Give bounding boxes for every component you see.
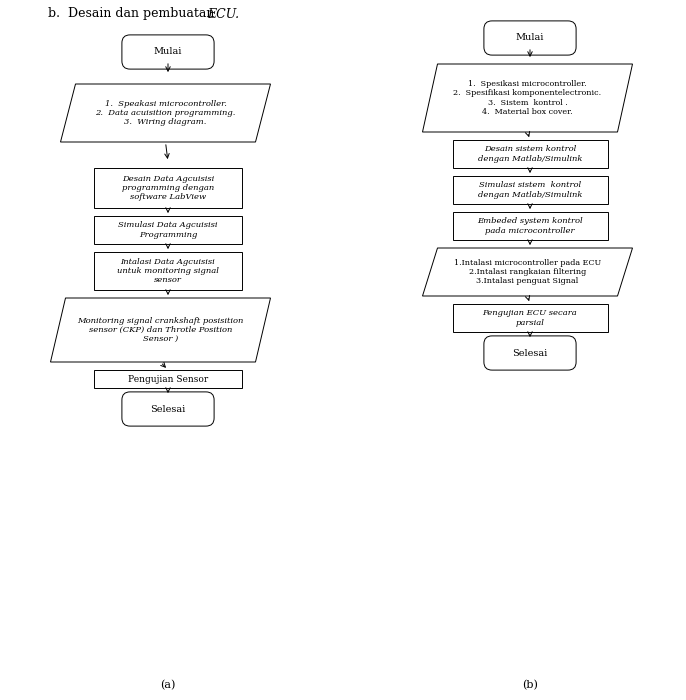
Bar: [453, 140, 608, 168]
Bar: [453, 212, 608, 240]
Text: Monitoring signal crankshaft posisition
sensor (CKP) dan Throtle Position
Sensor: Monitoring signal crankshaft posisition …: [78, 317, 244, 343]
Bar: [94, 216, 242, 244]
Polygon shape: [51, 298, 270, 362]
Text: Mulai: Mulai: [516, 34, 544, 43]
FancyBboxPatch shape: [484, 21, 576, 55]
Text: Simulasi sistem  kontrol
dengan Matlab/Simulink: Simulasi sistem kontrol dengan Matlab/Si…: [477, 181, 582, 199]
FancyBboxPatch shape: [122, 392, 214, 426]
Text: Selesai: Selesai: [150, 405, 186, 414]
Text: ECU.: ECU.: [207, 8, 239, 20]
Text: 1.Intalasi microcontroller pada ECU
2.Intalasi rangkaian filtering
3.Intalasi pe: 1.Intalasi microcontroller pada ECU 2.In…: [454, 259, 601, 285]
Polygon shape: [423, 64, 632, 132]
Text: Selesai: Selesai: [512, 349, 547, 358]
Text: Mulai: Mulai: [154, 48, 182, 57]
Bar: [453, 304, 608, 332]
FancyBboxPatch shape: [484, 336, 576, 370]
Text: Intalasi Data Agcuisisi
untuk monitoring signal
sensor: Intalasi Data Agcuisisi untuk monitoring…: [117, 258, 219, 284]
Text: (a): (a): [161, 680, 176, 690]
Text: Embeded system kontrol
pada microcontroller: Embeded system kontrol pada microcontrol…: [477, 218, 583, 234]
Text: (b): (b): [522, 680, 538, 690]
Text: Pengujian Sensor: Pengujian Sensor: [128, 374, 208, 384]
Text: 1.  Speakasi microcontroller.
2.  Data acuisition programming.
3.  Wiring diagra: 1. Speakasi microcontroller. 2. Data acu…: [95, 100, 236, 126]
Text: 1.  Spesikasi microcontroller.
2.  Spesifikasi komponentelectronic.
3.  Sistem  : 1. Spesikasi microcontroller. 2. Spesifi…: [453, 80, 602, 116]
Bar: [94, 252, 242, 290]
Polygon shape: [423, 248, 632, 296]
Bar: [94, 370, 242, 388]
Text: Desain sistem kontrol
dengan Matlab/Simulink: Desain sistem kontrol dengan Matlab/Simu…: [477, 146, 582, 162]
Bar: [453, 176, 608, 204]
Text: Desain Data Agcuisisi
programming dengan
software LabView: Desain Data Agcuisisi programming dengan…: [122, 175, 214, 201]
FancyBboxPatch shape: [122, 35, 214, 69]
Bar: [94, 168, 242, 208]
Polygon shape: [60, 84, 270, 142]
Text: Pengujian ECU secara
parsial: Pengujian ECU secara parsial: [483, 309, 578, 327]
Text: b.  Desain dan pembuatan: b. Desain dan pembuatan: [48, 8, 218, 20]
Text: Simulasi Data Agcuisisi
Programming: Simulasi Data Agcuisisi Programming: [118, 221, 217, 239]
